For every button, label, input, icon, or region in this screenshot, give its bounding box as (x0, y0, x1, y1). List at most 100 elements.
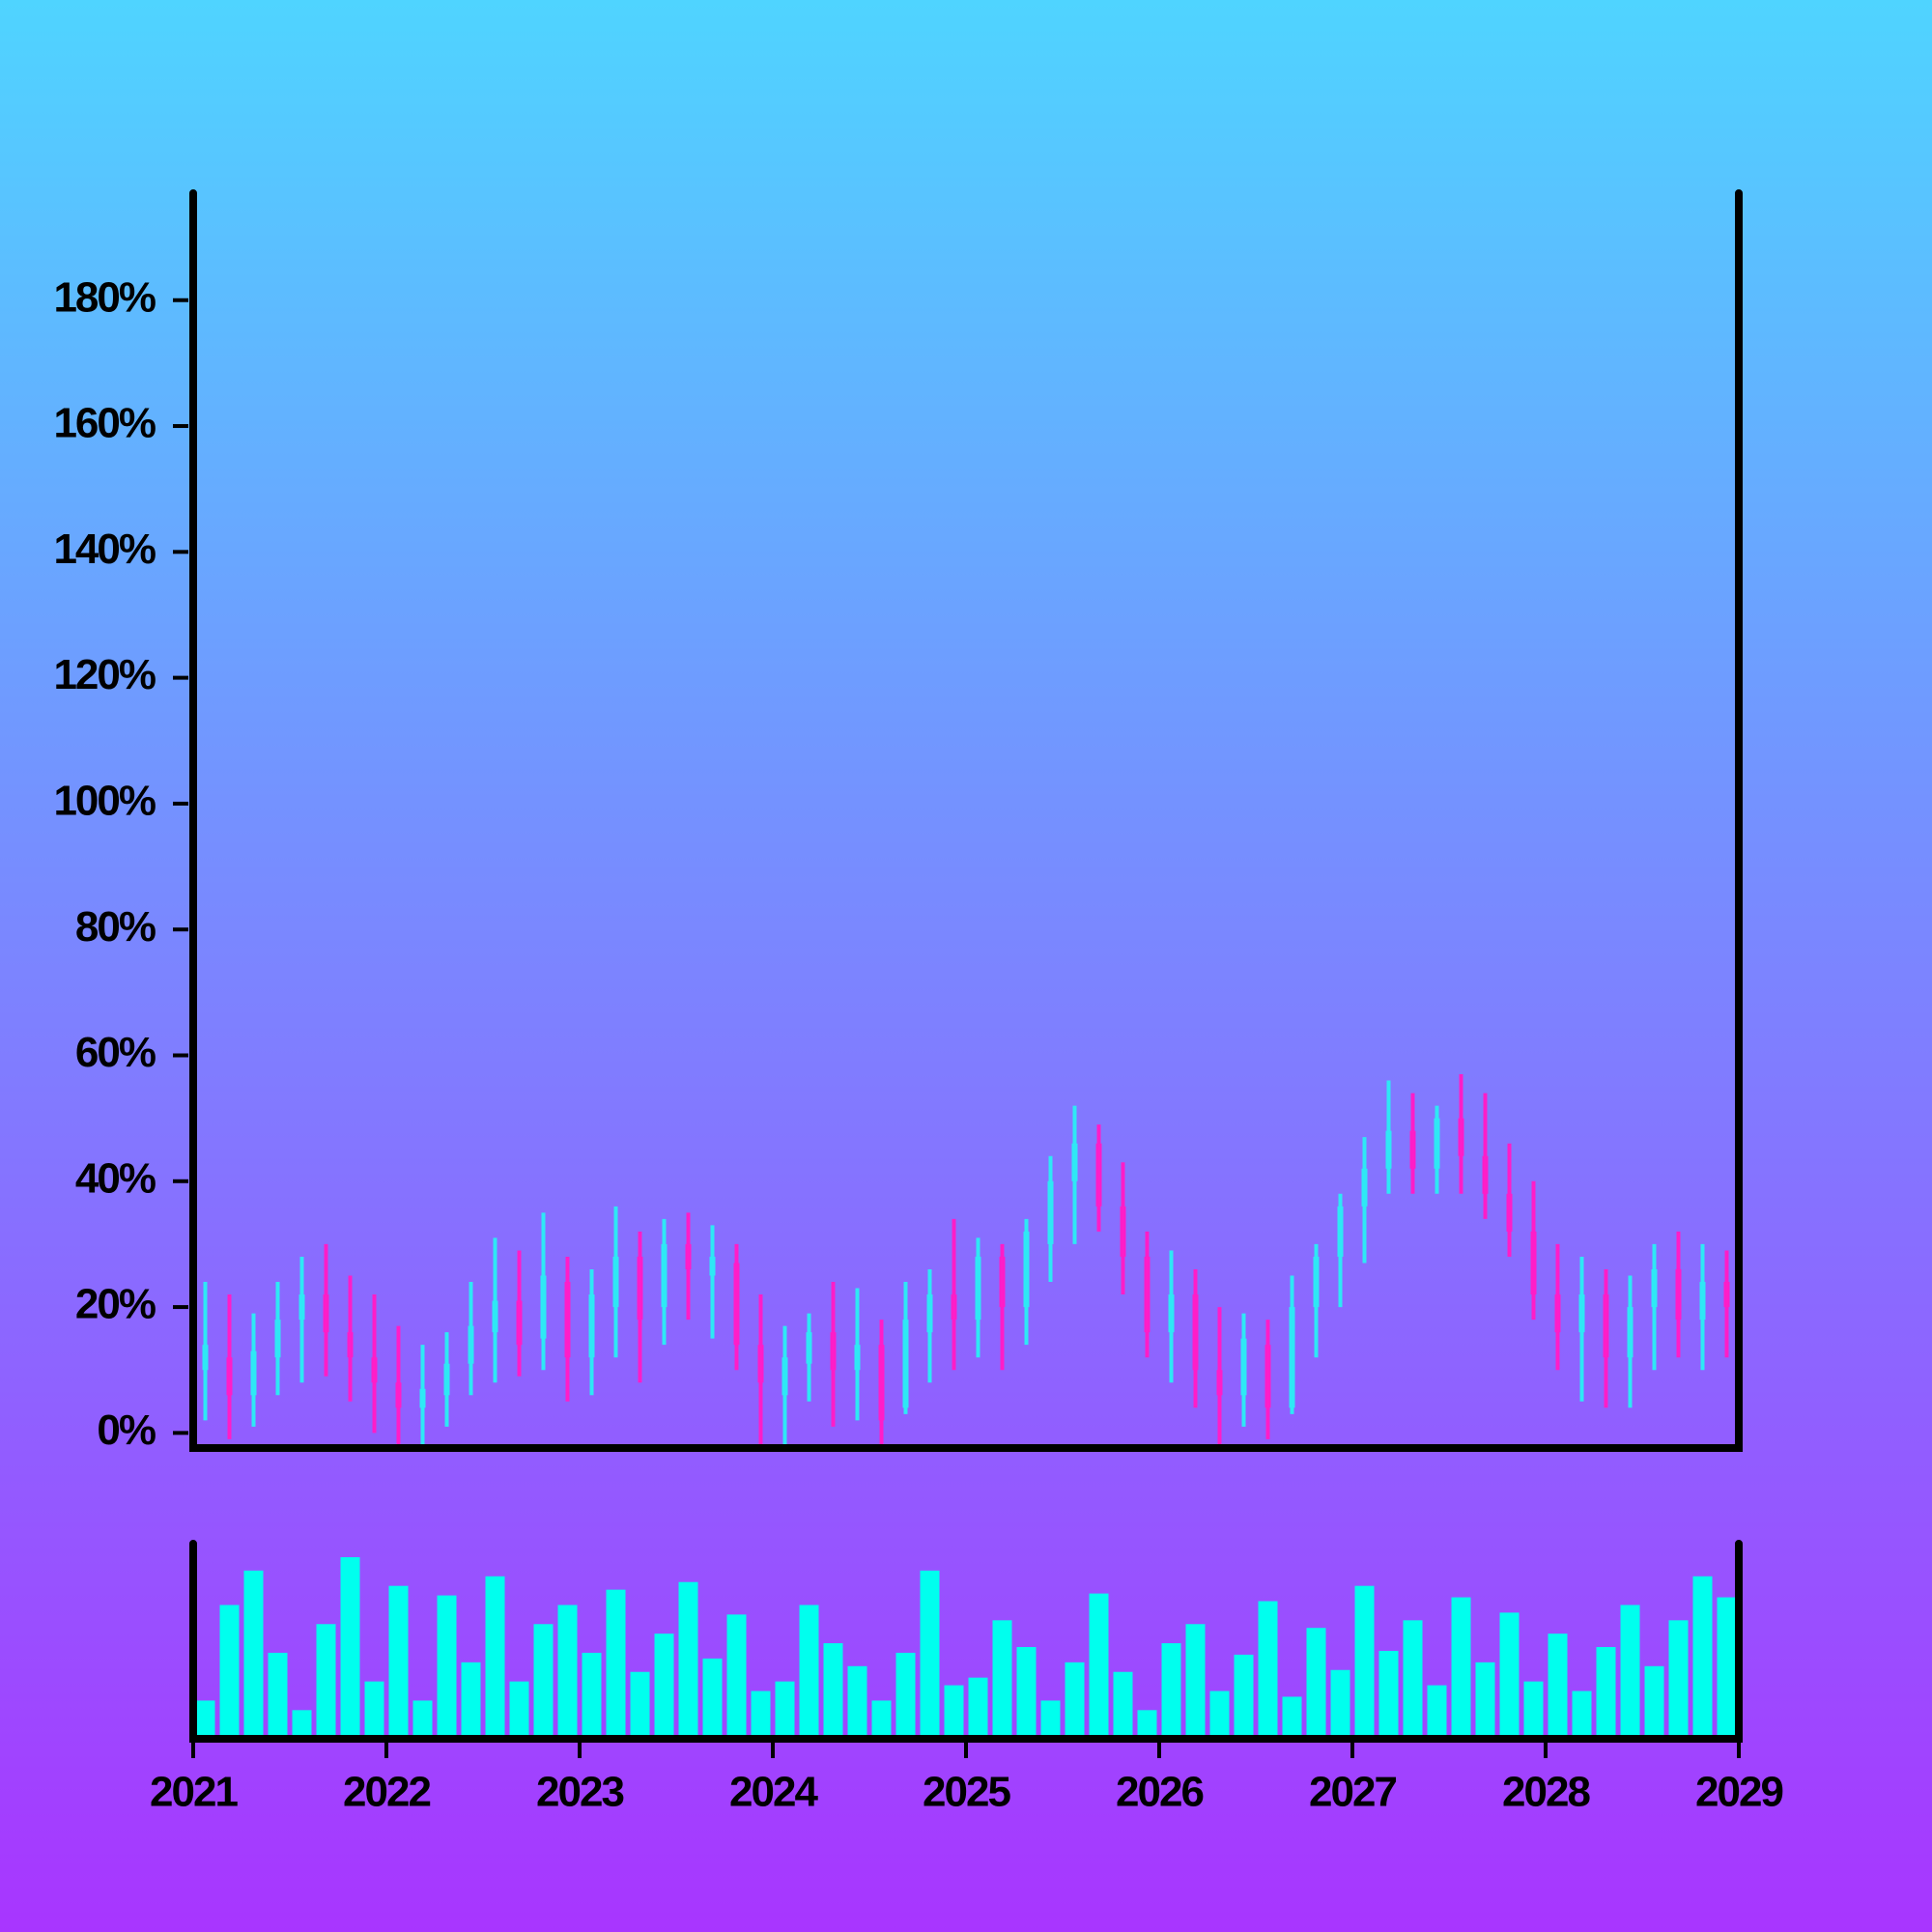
volume-bar (1523, 1681, 1544, 1739)
volume-bar (1089, 1593, 1109, 1739)
y-tick-label: 100% (53, 778, 155, 825)
body (1313, 1256, 1320, 1308)
price-frame (189, 189, 1743, 1452)
body (443, 1363, 450, 1396)
volume-bar (340, 1557, 360, 1739)
volume-bar (751, 1690, 771, 1739)
body (685, 1243, 692, 1269)
volume-bar (1596, 1647, 1616, 1739)
volume-bar (1065, 1662, 1085, 1739)
volume-bar (509, 1681, 529, 1739)
body (540, 1275, 547, 1339)
volume-bar (702, 1658, 723, 1739)
volume-bar (1620, 1605, 1640, 1739)
plot (195, 1074, 1737, 1739)
body (371, 1357, 378, 1383)
body (395, 1382, 402, 1408)
y-tick-label: 40% (75, 1154, 156, 1202)
body (1385, 1130, 1392, 1169)
x-tick-label: 2028 (1502, 1769, 1590, 1816)
volume-bar (557, 1605, 578, 1739)
body (1723, 1282, 1730, 1308)
x-tick-label: 2027 (1309, 1769, 1396, 1816)
body (951, 1294, 957, 1321)
body (1240, 1338, 1247, 1396)
volume-bar (678, 1581, 698, 1739)
volume-bar (1113, 1671, 1133, 1739)
volume-bar (485, 1576, 505, 1739)
volume-bar (606, 1589, 626, 1739)
body (1337, 1206, 1344, 1257)
body (298, 1294, 305, 1321)
volume-bar (533, 1624, 554, 1739)
volume-bar (1016, 1647, 1037, 1739)
volume-bar (364, 1681, 384, 1739)
volume-bar (920, 1570, 940, 1739)
body (1434, 1118, 1440, 1169)
body (1506, 1193, 1513, 1232)
body (250, 1350, 257, 1396)
body (202, 1345, 209, 1371)
volume-bar (1427, 1685, 1447, 1739)
volume-bar (582, 1652, 602, 1739)
volume-bar (1282, 1696, 1302, 1739)
body (564, 1282, 571, 1358)
body (1047, 1180, 1054, 1244)
body (902, 1320, 909, 1408)
body (1458, 1118, 1464, 1156)
y-tick-label: 60% (75, 1029, 156, 1076)
body (1289, 1307, 1295, 1408)
volume-bar (823, 1643, 843, 1739)
body (1699, 1282, 1706, 1321)
volume-bar (1668, 1620, 1689, 1739)
volume-bar (654, 1634, 674, 1739)
volume-bar (292, 1710, 312, 1739)
x-tick-label: 2026 (1116, 1769, 1203, 1816)
y-tick-label: 120% (53, 651, 155, 698)
body (468, 1325, 474, 1364)
volume-bar (1451, 1597, 1471, 1739)
body (1071, 1143, 1078, 1181)
body (854, 1345, 861, 1371)
volume-bar (195, 1700, 215, 1739)
volume-bar (968, 1677, 988, 1739)
volume-bar (944, 1685, 964, 1739)
body (781, 1357, 788, 1396)
body (806, 1332, 812, 1364)
body (1120, 1206, 1126, 1257)
body (1144, 1256, 1151, 1333)
body (612, 1256, 619, 1308)
volume-bar (726, 1614, 747, 1739)
body (1578, 1294, 1585, 1333)
volume-bar (1306, 1628, 1326, 1739)
volume-bar (1572, 1690, 1592, 1739)
body (637, 1256, 643, 1321)
body (1482, 1155, 1489, 1194)
body (419, 1388, 426, 1408)
body (1168, 1294, 1175, 1333)
volume-bar (1185, 1624, 1206, 1739)
body (1361, 1168, 1368, 1207)
volume-bar (895, 1652, 916, 1739)
volume-bar (1475, 1662, 1495, 1739)
body (323, 1294, 329, 1333)
volume-bar (1137, 1710, 1157, 1739)
y-tick-label: 160% (53, 400, 155, 447)
volume-bar (1354, 1585, 1375, 1739)
body (661, 1243, 668, 1308)
volume-bar (1040, 1700, 1061, 1739)
volume-bar (1330, 1669, 1350, 1739)
volume-bar (1209, 1690, 1230, 1739)
volume-bar (1403, 1620, 1423, 1739)
x-tick-label: 2029 (1695, 1769, 1782, 1816)
volume-bar (1499, 1612, 1520, 1739)
y-tick-label: 180% (53, 273, 155, 321)
volume-bar (775, 1681, 795, 1739)
body (830, 1332, 837, 1371)
volume-bar (437, 1595, 457, 1739)
volume-bar (1644, 1665, 1664, 1739)
volume-bar (219, 1605, 240, 1739)
body (1651, 1268, 1658, 1308)
body (516, 1300, 523, 1346)
volume-bar (799, 1605, 819, 1739)
